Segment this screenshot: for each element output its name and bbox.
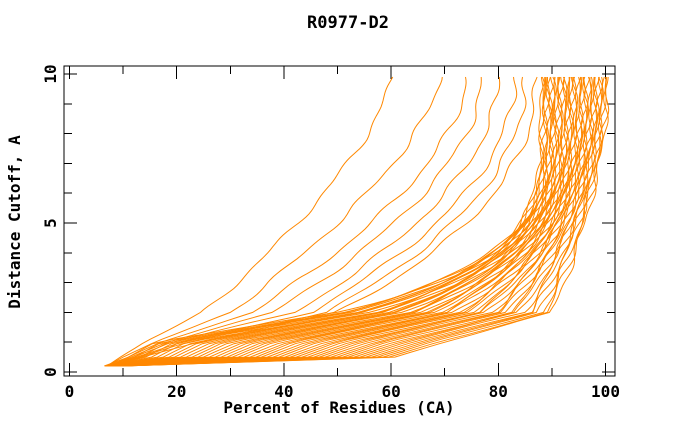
y-axis-label: Distance Cutoff, A bbox=[5, 135, 24, 309]
model-curve bbox=[106, 76, 553, 367]
model-curve bbox=[121, 76, 605, 367]
model-curve bbox=[106, 76, 553, 367]
x-tick-label: 0 bbox=[65, 382, 75, 401]
model-curve bbox=[114, 76, 527, 367]
x-tick-label: 100 bbox=[591, 382, 620, 401]
y-tick-label: 0 bbox=[41, 367, 60, 377]
model-curve bbox=[118, 76, 595, 367]
model-curve bbox=[120, 76, 604, 367]
y-tick-label: 5 bbox=[41, 218, 60, 228]
plot-frame bbox=[63, 65, 616, 377]
model-curve bbox=[108, 76, 560, 367]
model-curve bbox=[116, 76, 586, 367]
model-curve bbox=[109, 76, 467, 367]
model-curve bbox=[115, 76, 585, 367]
x-tick-label: 80 bbox=[489, 382, 508, 401]
x-tick-label: 60 bbox=[381, 382, 400, 401]
model-curve bbox=[110, 76, 568, 367]
model-curve bbox=[112, 76, 518, 367]
model-curves bbox=[104, 76, 610, 367]
model-curve bbox=[118, 76, 593, 367]
chart-title: R0977-D2 bbox=[307, 13, 389, 33]
model-curve bbox=[115, 76, 584, 367]
model-curve bbox=[116, 76, 589, 367]
x-axis-label: Percent of Residues (CA) bbox=[223, 398, 454, 417]
model-curve bbox=[105, 77, 551, 367]
model-curve bbox=[119, 76, 599, 367]
model-curve bbox=[112, 76, 501, 367]
model-curve bbox=[121, 76, 603, 367]
x-tick-label: 40 bbox=[274, 382, 293, 401]
model-curve bbox=[114, 76, 582, 367]
y-tick-label: 10 bbox=[41, 64, 60, 83]
plot-border bbox=[63, 65, 616, 377]
model-curve bbox=[122, 77, 610, 367]
model-curve bbox=[121, 76, 608, 367]
model-curve bbox=[118, 76, 595, 367]
x-tick-label: 20 bbox=[167, 382, 186, 401]
model-curve bbox=[123, 76, 609, 367]
model-curve bbox=[106, 76, 394, 367]
model-curve bbox=[109, 76, 563, 367]
model-curve bbox=[114, 76, 538, 367]
model-curve bbox=[119, 76, 600, 367]
model-curve bbox=[109, 76, 482, 367]
model-curve bbox=[113, 76, 579, 367]
model-curve bbox=[111, 76, 571, 367]
model-curve bbox=[112, 76, 574, 367]
model-curve bbox=[111, 76, 572, 367]
axis-tick-labels: 0 20 40 60 80 100 0 5 10 bbox=[41, 64, 620, 401]
model-curve bbox=[105, 76, 548, 367]
model-curve bbox=[106, 76, 443, 367]
